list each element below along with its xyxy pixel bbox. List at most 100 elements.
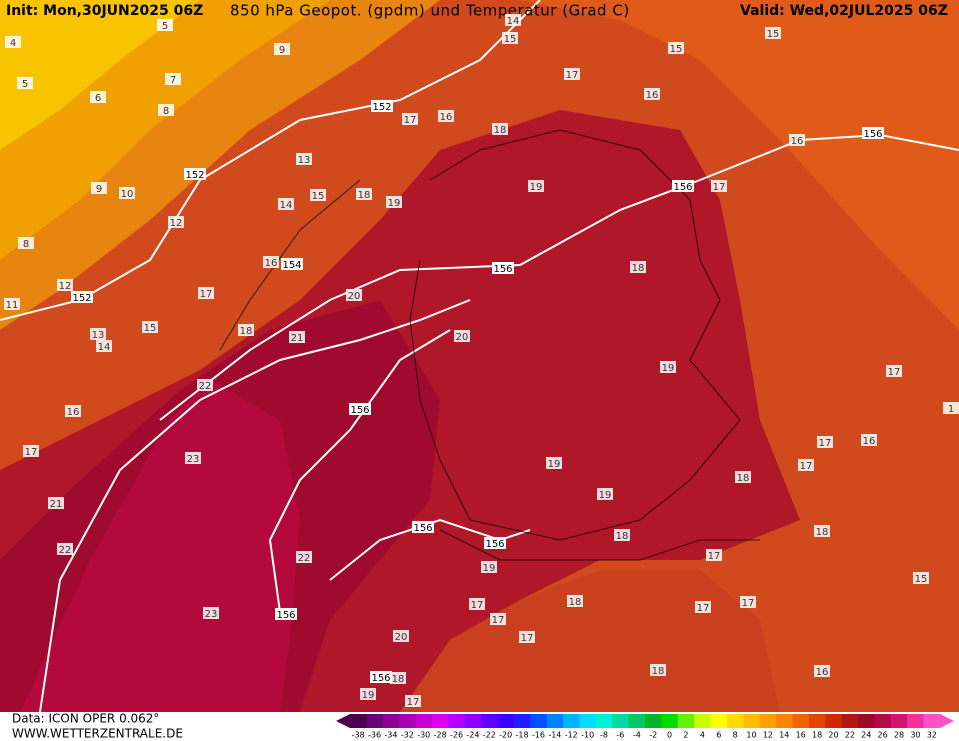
colorbar-cell [858,714,875,728]
colorbar-cell [710,714,728,728]
temperature-label: 18 [652,666,665,677]
colorbar-label: -6 [616,731,624,740]
temperature-label: 5 [22,79,28,90]
temperature-label: 15 [504,34,517,45]
temperature-label: 8 [23,239,29,250]
temperature-label-box [360,688,376,700]
colorbar-label: 26 [878,731,888,740]
temperature-label-box [23,445,39,457]
colorbar-label: 24 [861,731,871,740]
temperature-label-box [650,664,666,676]
temperature-label: 22 [298,553,311,564]
temperature-label: 17 [713,182,726,193]
geopotential-label-box [349,403,371,415]
temperature-label: 15 [915,574,928,585]
temperature-label-box [614,529,630,541]
temperature-label: 23 [187,454,200,465]
temperature-label-box [238,324,254,336]
temperature-label-box [528,180,544,192]
temperature-label-box [943,402,959,414]
colorbar-arrow-right [940,714,954,728]
colorbar-cell [694,714,712,728]
temperature-label-box [817,436,833,448]
temperature-label: 20 [348,291,361,302]
temperature-label-box [5,36,21,48]
border-germany [409,129,741,541]
temperature-label: 18 [494,125,507,136]
field-hot [20,380,300,712]
data-source: Data: ICON OPER 0.062° [12,712,159,726]
temperature-label: 17 [404,115,417,126]
temperature-label: 16 [816,667,829,678]
temperature-label: 16 [67,407,80,418]
temperature-label-box [17,77,33,89]
temperature-label: 19 [388,198,401,209]
temperature-label: 20 [456,332,469,343]
colorbar-cell [677,714,695,728]
colorbar-cell [431,714,449,728]
temperature-label: 19 [599,490,612,501]
colorbar-cell [399,714,417,728]
colorbar-label: 18 [812,731,822,740]
colorbar-cell [792,714,810,728]
temperature-label-box [814,525,830,537]
geopotential-label-box [672,180,694,192]
colorbar-label: 30 [910,731,920,740]
temperature-label-box [789,134,805,146]
colorbar-label: 16 [796,731,806,740]
colorbar-arrow-left [336,714,350,728]
temperature-label: 15 [670,44,683,55]
temperature-label-box [386,196,402,208]
temperature-label: 17 [200,289,213,300]
colorbar-label: 12 [763,731,773,740]
temperature-label-box [695,601,711,613]
colorbar-cell [841,714,859,728]
colorbar-label: -36 [368,731,381,740]
colorbar-cell [726,714,744,728]
colorbar-label: 20 [828,731,838,740]
border-alps [439,529,760,561]
temperature-label-box [96,340,112,352]
geopotential-label-box [71,291,93,303]
temperature-label: 18 [569,597,582,608]
temperature-label: 16 [791,136,804,147]
temperature-label-box [546,457,562,469]
colorbar-label: -4 [633,731,641,740]
geopotential-label-box [862,127,884,139]
temperature-label-box [157,19,173,31]
colorbar-label: -2 [649,731,657,740]
colorbar-cell [759,714,777,728]
temperature-label: 22 [59,545,72,556]
contour-156-west [268,329,451,613]
temperature-label-box [490,613,506,625]
colorbar-cell [776,714,793,728]
temperature-label-box [142,321,158,333]
geopotential-label: 156 [863,129,882,140]
temperature-label: 17 [25,447,38,458]
colorbar-cell [415,714,433,728]
temperature-label: 16 [863,436,876,447]
geopotential-label: 156 [276,610,295,621]
temperature-label: 14 [98,342,111,353]
geopotential-label: 152 [372,102,391,113]
map-title: 850 hPa Geopot. (gpdm) und Temperatur (G… [230,2,630,20]
field-yellow [0,0,200,150]
colorbar-label: 4 [700,731,705,740]
temperature-label: 9 [279,45,285,56]
colorbar-label: 22 [845,731,855,740]
temperature-label: 17 [566,70,579,81]
geopotential-label-box [275,608,297,620]
temperature-label: 17 [521,633,534,644]
colorbar-cell [595,714,613,728]
temperature-label: 16 [440,112,453,123]
temperature-label: 9 [96,184,102,195]
temperature-label-box [185,452,201,464]
colorbar-label: 10 [746,731,756,740]
geopotential-label-box [412,521,434,533]
temperature-label-box [402,113,418,125]
colorbar-cell [366,714,384,728]
geopotential-label: 154 [282,260,301,271]
colorbar-cell [513,714,531,728]
temperature-label: 18 [358,190,371,201]
colorbar-cell [907,714,925,728]
